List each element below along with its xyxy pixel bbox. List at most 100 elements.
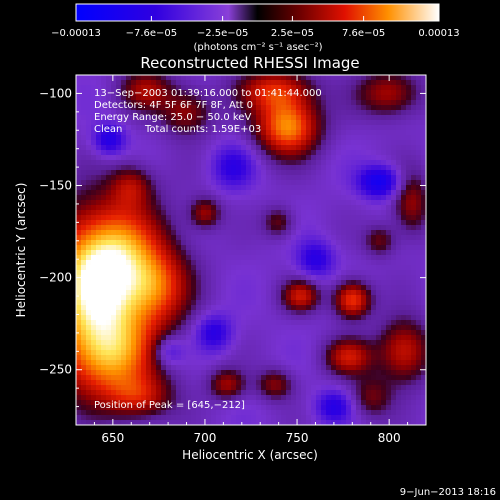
heatmap-cell [391,290,397,296]
heatmap-cell [121,220,127,226]
heatmap-cell [311,315,317,321]
heatmap-cell [251,285,257,291]
heatmap-cell [131,170,137,176]
heatmap-cell [96,420,102,426]
heatmap-cell [161,110,167,116]
heatmap-cell [376,125,382,131]
heatmap-cell [151,215,157,221]
heatmap-cell [296,170,302,176]
heatmap-cell [201,115,207,121]
heatmap-cell [236,235,242,241]
heatmap-cell [371,395,377,401]
heatmap-cell [256,250,262,256]
heatmap-cell [216,295,222,301]
heatmap-cell [191,290,197,296]
heatmap-cell [166,130,172,136]
heatmap-cell [371,75,377,81]
heatmap-cell [201,205,207,211]
heatmap-cell [406,150,412,156]
heatmap-cell [336,265,342,271]
heatmap-cell [256,180,262,186]
heatmap-cell [231,365,237,371]
heatmap-cell [361,210,367,216]
heatmap-cell [161,125,167,131]
heatmap-cell [151,190,157,196]
heatmap-cell [256,170,262,176]
heatmap-cell [246,125,252,131]
heatmap-cell [126,195,132,201]
heatmap-cell [411,180,417,186]
heatmap-cell [421,280,427,286]
heatmap-cell [281,275,287,281]
heatmap-cell [106,165,112,171]
heatmap-cell [366,285,372,291]
heatmap-cell [366,160,372,166]
heatmap-cell [246,265,252,271]
heatmap-cell [156,260,162,266]
heatmap-cell [301,75,307,81]
heatmap-cell [376,180,382,186]
heatmap-cell [331,150,337,156]
heatmap-cell [281,270,287,276]
heatmap-cell [356,395,362,401]
heatmap-cell [246,320,252,326]
heatmap-cell [241,110,247,116]
heatmap-cell [126,335,132,341]
heatmap-cell [286,320,292,326]
heatmap-cell [176,245,182,251]
heatmap-cell [366,180,372,186]
heatmap-cell [216,190,222,196]
heatmap-cell [156,385,162,391]
heatmap-cell [116,190,122,196]
heatmap-cell [336,410,342,416]
heatmap-cell [356,210,362,216]
heatmap-cell [96,400,102,406]
heatmap-cell [331,355,337,361]
heatmap-cell [156,405,162,411]
heatmap-cell [141,95,147,101]
heatmap-cell [246,220,252,226]
heatmap-cell [126,275,132,281]
heatmap-cell [86,85,92,91]
heatmap-cell [396,325,402,331]
heatmap-cell [371,95,377,101]
heatmap-cell [351,205,357,211]
heatmap-cell [411,85,417,91]
heatmap-cell [101,305,107,311]
heatmap-cell [81,255,87,261]
heatmap-cell [351,270,357,276]
heatmap-cell [376,370,382,376]
heatmap-cell [341,380,347,386]
heatmap-cell [296,300,302,306]
heatmap-cell [146,85,152,91]
heatmap-cell [356,390,362,396]
heatmap-cell [91,175,97,181]
heatmap-cell [246,130,252,136]
heatmap-cell [176,280,182,286]
heatmap-cell [421,240,427,246]
heatmap-cell [266,155,272,161]
heatmap-cell [396,195,402,201]
heatmap-cell [411,75,417,81]
heatmap-cell [226,290,232,296]
heatmap-cell [261,350,267,356]
heatmap-cell [336,280,342,286]
heatmap-cell [206,95,212,101]
heatmap-cell [346,75,352,81]
heatmap-cell [346,235,352,241]
heatmap-cell [211,110,217,116]
heatmap-cell [421,340,427,346]
heatmap-cell [81,130,87,136]
heatmap-cell [206,385,212,391]
heatmap-cell [141,295,147,301]
heatmap-cell [271,365,277,371]
heatmap-cell [251,420,257,426]
heatmap-cell [261,165,267,171]
heatmap-cell [251,405,257,411]
heatmap-cell [216,280,222,286]
heatmap-cell [101,405,107,411]
heatmap-cell [406,80,412,86]
heatmap-cell [126,375,132,381]
heatmap-cell [341,200,347,206]
heatmap-cell [226,335,232,341]
